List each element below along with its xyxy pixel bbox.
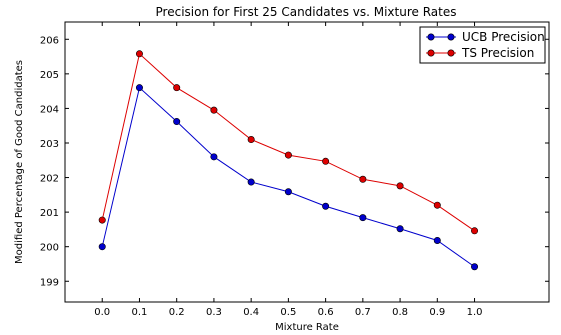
y-axis-label: Modified Percentage of Good Candidates: [14, 60, 25, 264]
x-tick-label: 0.9: [429, 307, 445, 318]
data-point: [433, 236, 441, 244]
data-point: [98, 216, 106, 224]
x-tick-label: 1.0: [467, 307, 483, 318]
data-point: [359, 175, 367, 183]
legend: UCB Precision TS Precision: [419, 26, 546, 64]
series-layer: [98, 50, 479, 271]
data-point: [322, 202, 330, 210]
y-tick-label: 200: [40, 243, 59, 254]
series-1: [98, 50, 479, 235]
data-point: [396, 225, 404, 233]
legend-marker: [447, 33, 455, 41]
plot-area: [64, 21, 550, 303]
x-tick-label: 0.8: [392, 307, 408, 318]
legend-marker: [447, 49, 455, 57]
x-tick-label: 0.2: [169, 307, 185, 318]
data-point: [284, 188, 292, 196]
y-tick-label: 206: [40, 35, 59, 46]
legend-label: UCB Precision: [462, 30, 545, 44]
data-point: [135, 50, 143, 58]
x-tick-label: 0.3: [206, 307, 222, 318]
y-tick-label: 202: [40, 174, 59, 185]
series-line: [101, 86, 475, 268]
series-line: [101, 52, 475, 232]
x-tick-label: 0.5: [280, 307, 296, 318]
x-tick-label: 0.6: [318, 307, 334, 318]
legend-label: TS Precision: [461, 46, 534, 60]
data-point: [433, 201, 441, 209]
legend-marker: [427, 49, 435, 57]
data-point: [247, 178, 255, 186]
axis-ticks: 0.0 0.1 0.2 0.3 0.4 0.5 0.6 0.7 0.8 0.9 1.0 199 200 2…: [40, 22, 549, 318]
data-point: [284, 151, 292, 159]
data-point: [471, 263, 479, 271]
x-tick-label: 0.7: [355, 307, 371, 318]
chart-title: Precision for First 25 Candidates vs. Mi…: [156, 5, 457, 19]
legend-marker: [427, 33, 435, 41]
y-tick-label: 199: [40, 277, 59, 288]
data-point: [135, 84, 143, 92]
data-point: [471, 227, 479, 235]
legend-box: [419, 26, 546, 64]
data-point: [247, 136, 255, 144]
y-tick-label: 201: [40, 208, 59, 219]
y-tick-label: 204: [40, 104, 59, 115]
data-point: [173, 118, 181, 126]
data-point: [173, 84, 181, 92]
x-tick-label: 0.0: [94, 307, 110, 318]
series-0: [98, 84, 479, 271]
y-tick-label: 203: [40, 139, 59, 150]
data-point: [396, 182, 404, 190]
data-point: [359, 214, 367, 222]
x-tick-label: 0.4: [243, 307, 259, 318]
data-point: [98, 243, 106, 251]
data-point: [210, 153, 218, 161]
y-tick-label: 205: [40, 70, 59, 81]
x-axis-label: Mixture Rate: [275, 322, 339, 333]
data-point: [322, 157, 330, 165]
data-point: [210, 106, 218, 114]
x-tick-label: 0.1: [132, 307, 148, 318]
